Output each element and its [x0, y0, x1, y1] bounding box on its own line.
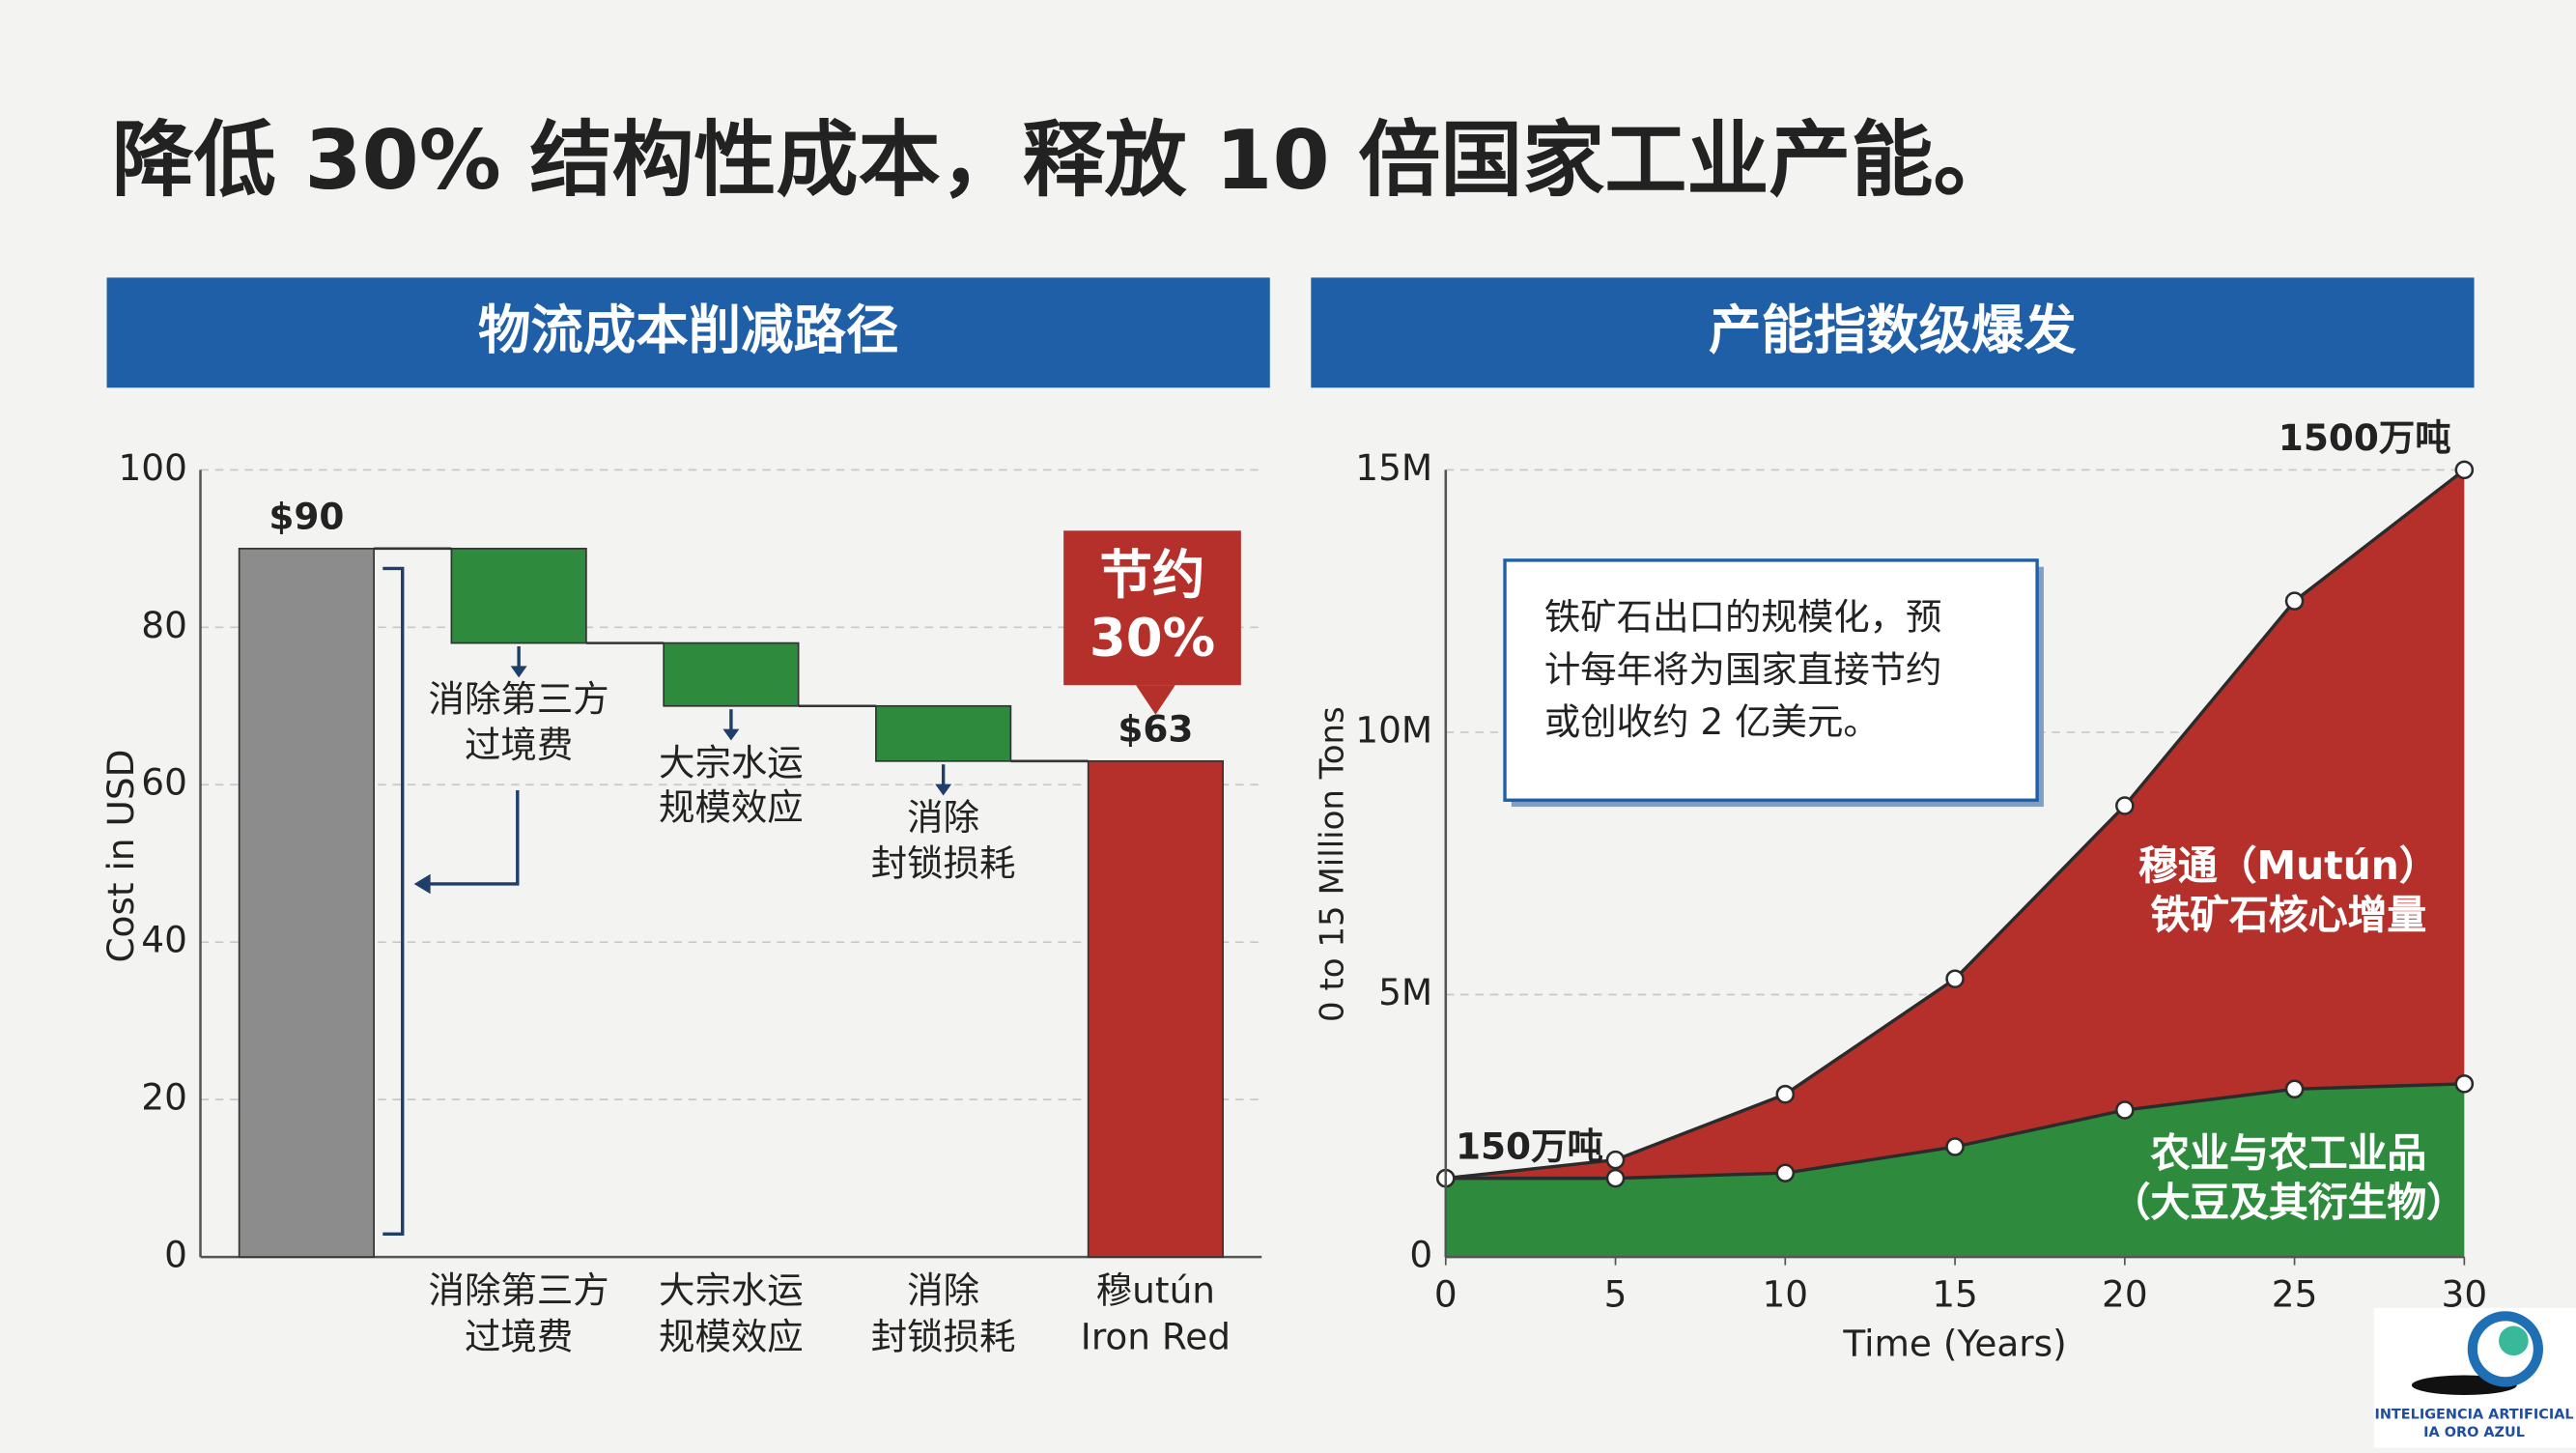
bar — [450, 547, 587, 644]
x-axis-label: Time (Years) — [1842, 1322, 2066, 1364]
logo-text: IA ORO AZUL — [2423, 1425, 2525, 1440]
x-tick-label: 消除第三方 过境费 — [428, 1271, 609, 1358]
panel-header — [1311, 277, 2475, 388]
step-label-box: 大宗水运 规模效应 — [659, 743, 804, 831]
x-tick-label: 15 — [1932, 1272, 1978, 1315]
point — [1605, 1168, 1626, 1188]
y-axis-label: 0 to 15 Million Tons — [1314, 706, 1352, 1022]
area — [1445, 470, 2465, 1179]
note-text-box: 铁矿石出口的规模化，预 计每年将为国家直接节约 或创收约 2 亿美元。 — [1543, 598, 1942, 745]
slide-title: 降低 30% 结构性成本，释放 10 倍国家工业产能。 — [112, 113, 2016, 209]
callout-tip — [1135, 685, 1175, 715]
point — [1945, 1137, 1965, 1156]
area — [1445, 1083, 2465, 1258]
annotation: 1500万吨 — [2279, 416, 2451, 459]
y-tick-label: 0 — [164, 1234, 187, 1276]
series-label-box: 农业与农工业品 （大豆及其衍生物） — [2110, 1130, 2467, 1226]
point — [2454, 1074, 2475, 1094]
y-tick-label: 100 — [118, 446, 186, 489]
x-tick-label: 30 — [2442, 1272, 2488, 1315]
value-label: $63 — [1118, 708, 1193, 751]
arrow-head — [722, 728, 740, 741]
x-tick-label: 穆utún Iron Red — [1080, 1271, 1231, 1358]
y-tick-label: 10M — [1355, 708, 1432, 751]
arrow-head — [510, 666, 527, 678]
y-tick-label: 60 — [141, 761, 187, 804]
logo-swirl — [2467, 1311, 2543, 1387]
x-tick-label: 大宗水运 规模效应 — [659, 1271, 804, 1358]
panel-title: 物流成本削减路径 — [478, 299, 898, 360]
y-tick-label: 5M — [1378, 971, 1432, 1013]
point — [2115, 1100, 2135, 1120]
x-tick-label-box: 消除第三方 过境费 — [428, 1271, 609, 1358]
note-text: 铁矿石出口的规模化，预 计每年将为国家直接节约 或创收约 2 亿美元。 — [1543, 598, 1942, 745]
point — [1775, 1163, 1796, 1182]
x-tick-label: 10 — [1762, 1272, 1808, 1315]
bar — [238, 547, 375, 1258]
y-tick-label: 20 — [141, 1076, 187, 1119]
panel-title: 产能指数级爆发 — [1709, 299, 2077, 360]
point — [1605, 1150, 1626, 1170]
point — [1775, 1084, 1796, 1104]
point — [2115, 796, 2135, 815]
bar — [1087, 759, 1224, 1258]
series-label: 穆通（Mutún） 铁矿石核心增量 — [2138, 842, 2439, 939]
callout — [1063, 530, 1241, 686]
panel-header — [106, 277, 1270, 388]
y-axis-label: Cost in USD — [99, 750, 142, 963]
step-label-box: 消除 封锁损耗 — [870, 798, 1016, 886]
step-label: 消除第三方 过境费 — [428, 680, 609, 768]
point — [2284, 591, 2305, 611]
series-label: 农业与农工业品 （大豆及其衍生物） — [2110, 1130, 2467, 1226]
annotation: 150万吨 — [1456, 1125, 1603, 1168]
logo-dot — [2499, 1325, 2529, 1356]
step-label: 大宗水运 规模效应 — [659, 743, 804, 831]
y-tick-label: 0 — [1409, 1234, 1432, 1276]
x-tick-label-box: 消除 封锁损耗 — [870, 1271, 1016, 1358]
x-tick-label: 消除 封锁损耗 — [870, 1271, 1016, 1358]
bar — [663, 641, 800, 707]
series-label-box: 穆通（Mutún） 铁矿石核心增量 — [2138, 842, 2439, 939]
y-tick-label: 40 — [141, 919, 187, 961]
point — [2454, 460, 2475, 480]
x-tick-label: 0 — [1434, 1272, 1458, 1315]
step-label-box: 消除第三方 过境费 — [428, 680, 609, 768]
arrow-head — [413, 873, 431, 895]
x-tick-label-box: 穆utún Iron Red — [1080, 1271, 1231, 1358]
x-tick-label: 5 — [1604, 1272, 1628, 1315]
bracket — [382, 566, 405, 1236]
logo-text: INTELIGENCIA ARTIFICIAL — [2374, 1407, 2573, 1422]
x-tick-label: 20 — [2102, 1272, 2148, 1315]
arrow-head — [935, 783, 952, 796]
y-tick-label: 80 — [141, 604, 187, 646]
note-box — [1503, 558, 2039, 802]
step-label: 消除 封锁损耗 — [870, 798, 1016, 886]
callout-text: 节约 30% — [1089, 543, 1216, 670]
point — [2284, 1079, 2305, 1099]
x-tick-label-box: 大宗水运 规模效应 — [659, 1271, 804, 1358]
point — [1945, 969, 1965, 988]
bracket-arrow — [417, 790, 520, 886]
callout-text-box: 节约 30% — [1089, 543, 1216, 670]
y-tick-label: 15M — [1355, 446, 1432, 489]
x-tick-label: 25 — [2272, 1272, 2318, 1315]
bar — [875, 704, 1012, 762]
value-label: $90 — [269, 496, 344, 538]
